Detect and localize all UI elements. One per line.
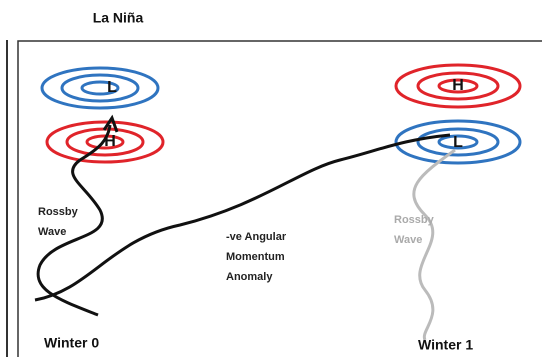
annotation: Rossby [38, 206, 79, 218]
caption: Winter 1 [418, 337, 473, 353]
caption: Winter 0 [44, 335, 99, 351]
annotation: Wave [38, 226, 66, 238]
title: La Niña [93, 10, 144, 26]
system-label: H [452, 77, 464, 94]
system-label: L [453, 134, 463, 151]
annotation: Momentum [226, 251, 285, 263]
annotation: Rossby [394, 214, 435, 226]
annotation: Anomaly [226, 271, 273, 283]
diagram: La Niña L H H L Rossby Wave -ve Angular … [0, 0, 542, 357]
annotation: -ve Angular [226, 231, 287, 243]
annotation: Wave [394, 234, 422, 246]
system-label: L [107, 79, 117, 96]
